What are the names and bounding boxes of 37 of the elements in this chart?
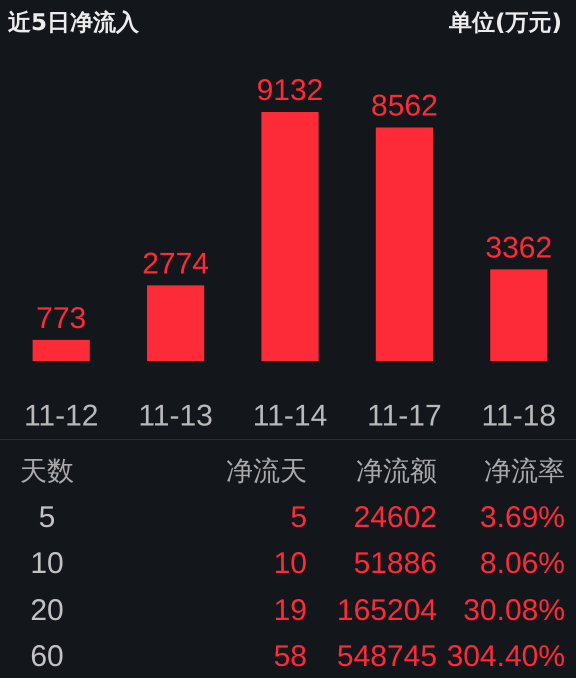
bar (32, 340, 90, 361)
category-label: 10 (272, 546, 307, 582)
data-label: 9132 (256, 74, 324, 107)
data-label: 3.69% (478, 500, 565, 536)
data-label: 8.06% (478, 546, 565, 582)
x-tick-label: 11-14 (252, 400, 328, 432)
x-tick-label: 11-18 (482, 400, 556, 432)
x-tick-label: 11-13 (138, 400, 213, 432)
data-label: 8562 (371, 90, 438, 123)
bar (490, 269, 548, 361)
category-label: 60 (29, 639, 65, 676)
bar (147, 285, 204, 361)
data-label: 548745 (336, 639, 437, 676)
data-label: 19 (272, 592, 307, 629)
data-label: 10 (29, 546, 65, 582)
text: 净流天 (225, 455, 307, 488)
data-label: 165204 (336, 592, 437, 629)
category-label: 20 (29, 592, 65, 629)
text: 净流率 (483, 455, 565, 488)
data-label: 2774 (142, 247, 209, 280)
data-label: 24602 (352, 500, 437, 536)
category-label: 5 (289, 500, 307, 536)
text: 天数 (19, 455, 75, 488)
x-tick-label: 11-17 (367, 400, 442, 432)
data-label: 304.40% (446, 639, 565, 676)
y-axis-title: 单位(万元) (448, 9, 562, 38)
bar (261, 112, 319, 361)
bar (376, 128, 433, 361)
data-label: 773 (36, 302, 86, 335)
text: 净流额 (355, 455, 437, 488)
data-label: 3362 (485, 231, 552, 264)
x-tick-label: 11-12 (24, 400, 98, 432)
chart-title: 近5日净流入 (8, 9, 140, 38)
data-label: 30.08% (462, 592, 565, 629)
data-label: 5 (38, 500, 56, 536)
data-label: 51886 (352, 546, 437, 582)
data-label: 58 (272, 639, 307, 676)
